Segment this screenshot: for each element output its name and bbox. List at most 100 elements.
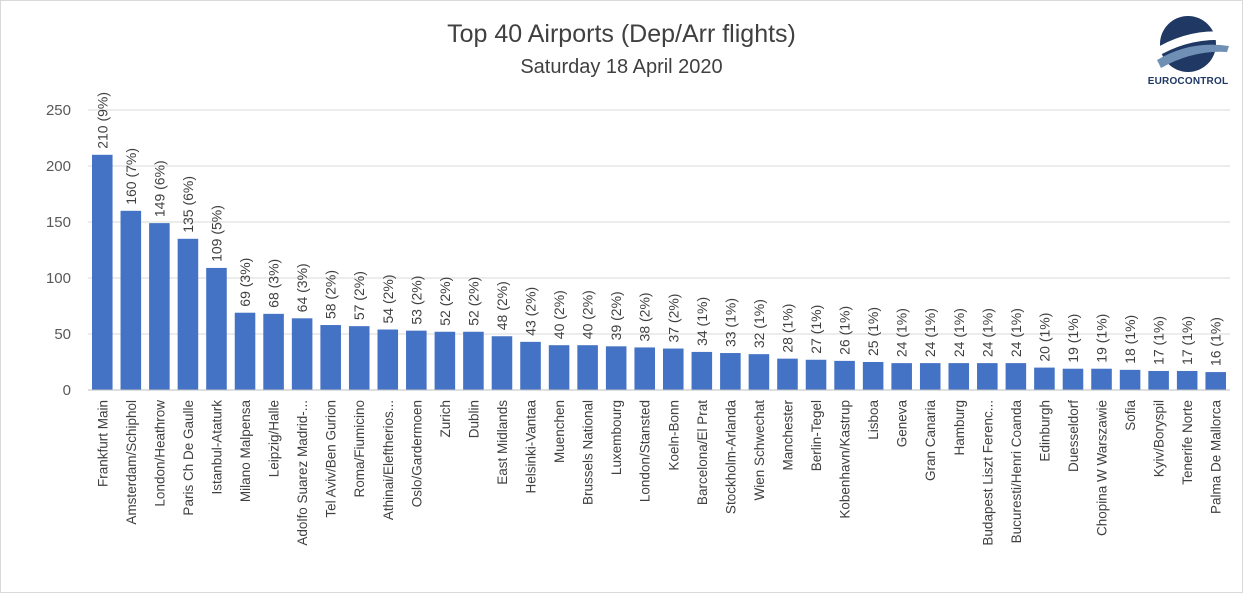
x-tick-label: Athinai/Eleftherios... [381,400,396,520]
bar [234,312,256,390]
x-tick-label: Lisboa [866,400,881,440]
bar [862,362,884,390]
x-tick-label: Wien Schwechat [752,400,767,501]
bar [577,345,598,390]
bar [1062,368,1084,390]
x-tick-label: Duesseldorf [1066,400,1081,472]
bar [634,347,656,390]
x-tick-label: Dublin [466,400,481,438]
data-label: 37 (2%) [665,294,681,343]
data-label: 58 (2%) [323,270,339,319]
bar [948,363,970,390]
x-tick-label: Hamburg [952,400,967,456]
x-tick-label: Stockholm-Arlanda [723,400,738,515]
bar [491,336,513,390]
bar [1091,368,1112,390]
data-label: 64 (3%) [294,263,310,312]
x-tick-label: Adolfo Suarez Madrid-... [295,400,310,546]
x-tick-label: Oslo/Gardermoen [409,400,424,507]
data-label: 17 (1%) [1179,316,1195,365]
x-tick-label: Frankfurt Main [95,400,110,487]
x-tick-label: Roma/Fiumicino [352,400,367,498]
x-tick-label: Koeln-Bonn [666,400,681,471]
data-label: 27 (1%) [808,305,824,354]
data-label: 68 (3%) [266,259,282,308]
data-label: 19 (1%) [1065,314,1081,363]
bar [206,267,227,390]
bar [1148,370,1169,390]
bar [463,331,484,390]
x-tick-label: Edinburgh [1037,400,1052,462]
data-label: 24 (1%) [894,308,910,357]
x-tick-label: Brussels National [581,400,596,505]
bar [1005,363,1027,390]
x-tick-label: London/Heathrow [152,400,167,507]
bar [520,341,541,390]
x-tick-label: Kyiv/Boryspil [1152,400,1167,477]
bar [149,223,170,390]
bar [1176,370,1198,390]
bar [1034,367,1055,390]
data-label: 20 (1%) [1036,313,1052,362]
data-label: 69 (3%) [237,258,253,307]
bar [891,363,912,390]
x-tick-label: East Midlands [495,400,510,485]
y-tick-label: 250 [46,102,71,119]
y-tick-label: 150 [46,214,71,231]
bar [919,363,941,390]
x-tick-label: Milano Malpensa [238,400,253,503]
data-label: 26 (1%) [837,306,853,355]
data-label: 52 (2%) [437,277,453,326]
bar [348,326,370,390]
data-label: 18 (1%) [1122,315,1138,364]
bar [177,238,199,390]
bar [1119,369,1141,390]
x-tick-label: Tenerife Norte [1180,400,1195,485]
data-label: 17 (1%) [1151,316,1167,365]
data-label: 135 (6%) [180,176,196,233]
data-label: 34 (1%) [694,297,710,346]
x-tick-label: Helsinki-Vantaa [524,400,539,494]
data-label: 39 (2%) [608,291,624,340]
data-label: 24 (1%) [922,308,938,357]
x-tick-label: Amsterdam/Schiphol [124,400,139,525]
bar [548,345,570,390]
data-label: 24 (1%) [979,308,995,357]
x-tick-label: Muenchen [552,400,567,463]
data-label: 57 (2%) [351,271,367,320]
data-label: 160 (7%) [123,148,139,205]
x-tick-label: Bucuresti/Henri Coanda [1009,400,1024,544]
bar [834,360,855,390]
x-tick-label: Gran Canaria [923,400,938,482]
data-label: 24 (1%) [1008,308,1024,357]
x-tick-label: Budapest Liszt Ferenc... [980,400,995,546]
bar [406,330,427,390]
bar [120,210,142,390]
bar [748,354,770,390]
x-tick-label: Tel Aviv/Ben Gurion [324,400,339,518]
data-label: 33 (1%) [722,298,738,347]
x-tick-label: Luxembourg [609,400,624,475]
bar [605,346,627,390]
data-label: 38 (2%) [637,292,653,341]
bar [91,154,113,390]
data-label: 32 (1%) [751,299,767,348]
data-label: 40 (2%) [580,290,596,339]
x-tick-label: Geneva [895,400,910,448]
x-tick-label: Leipzig/Halle [267,400,282,477]
x-tick-label: Zurich [438,400,453,438]
x-tick-label: Istanbul-Ataturk [209,400,224,495]
bar [291,318,313,390]
y-tick-label: 200 [46,158,71,175]
data-label: 28 (1%) [779,304,795,353]
y-tick-label: 100 [46,270,71,287]
chart-subtitle: Saturday 18 April 2020 [520,56,723,78]
data-label: 53 (2%) [408,276,424,325]
x-tick-label: London/Stansted [638,400,653,502]
bar [662,348,684,390]
x-tick-label: Kobenhavn/Kastrup [838,400,853,519]
chart-title: Top 40 Airports (Dep/Arr flights) [447,20,796,48]
logo-text: EUROCONTROL [1147,76,1229,87]
data-label: 40 (2%) [551,290,567,339]
eurocontrol-logo-icon [1153,16,1229,72]
